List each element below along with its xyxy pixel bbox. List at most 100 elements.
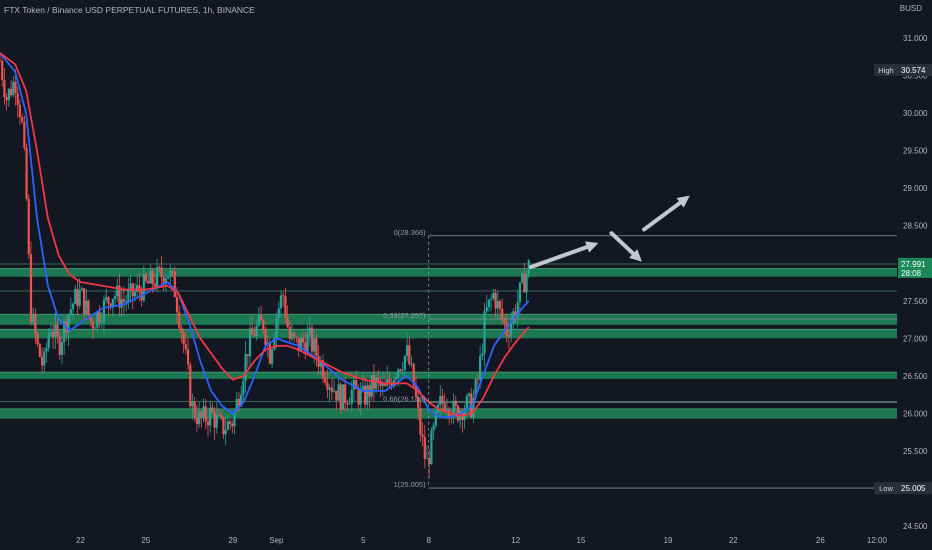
zone-band	[0, 314, 897, 325]
candle-body	[96, 311, 99, 328]
candle-body	[410, 363, 413, 365]
low-label: Low 25.005	[874, 482, 932, 495]
candle-body	[111, 298, 114, 308]
candle-body	[21, 117, 24, 122]
candle-body	[370, 375, 373, 397]
candle-body	[186, 349, 190, 365]
zone-band	[0, 372, 897, 379]
candle-body	[204, 406, 207, 422]
moving-averages	[0, 52, 530, 418]
candle-body	[494, 292, 497, 309]
candle-body	[47, 334, 50, 349]
fibonacci-retracement[interactable]: 0(28.366) 0.33(27.257) 0.66(26.148) 1(25.00…	[383, 228, 897, 489]
candle-body	[328, 387, 331, 390]
candle-body	[153, 283, 156, 287]
candle-body	[332, 390, 336, 392]
candle-body	[408, 345, 411, 365]
candle-body	[465, 396, 468, 410]
candle-body	[425, 458, 429, 460]
candle-body	[220, 414, 223, 418]
candle-body	[36, 333, 39, 344]
candle-body	[315, 338, 318, 356]
candle-body	[91, 321, 95, 329]
candle-body	[69, 309, 72, 315]
candle-body	[43, 351, 46, 366]
badge-caption: Low	[879, 484, 893, 493]
candle-body	[286, 317, 289, 327]
candle-body	[14, 81, 17, 93]
y-tick-label: 29.000	[903, 184, 928, 193]
candle-body	[359, 389, 362, 405]
currency-label: BUSD	[899, 4, 922, 13]
arrow-shaft	[609, 231, 636, 256]
candle-body	[445, 409, 449, 411]
candle-body	[94, 327, 97, 329]
candle-body	[89, 315, 92, 322]
candle-body	[85, 300, 88, 315]
candle-body	[405, 345, 409, 356]
arrow-shaft	[528, 244, 590, 269]
candle-body	[209, 407, 212, 426]
candle-body	[430, 430, 433, 465]
candle-body	[198, 411, 201, 425]
candle-body	[164, 278, 168, 285]
candle-body	[366, 385, 369, 405]
candle-body	[313, 338, 316, 352]
candle-body	[443, 403, 446, 411]
arrow-head	[585, 241, 599, 253]
candle-body	[441, 395, 444, 404]
candle-body	[206, 421, 210, 426]
candle-body	[479, 356, 482, 380]
y-tick-label: 27.500	[903, 297, 928, 306]
candle-body	[136, 285, 139, 292]
candle-body	[144, 274, 148, 281]
candle-body	[290, 333, 294, 339]
candle-body	[34, 313, 37, 334]
candle-body	[16, 92, 19, 105]
candle-body	[215, 414, 218, 428]
candle-body	[397, 369, 400, 378]
candle-body	[388, 379, 391, 383]
candle-body	[523, 273, 526, 293]
candle-body	[195, 417, 199, 425]
candle-body	[470, 393, 473, 418]
candle-body	[516, 302, 519, 318]
x-tick-label: 29	[228, 536, 237, 545]
candle-body	[71, 303, 75, 310]
fib-level-label: 0.33(27.257)	[383, 311, 426, 320]
x-tick-label: 25	[141, 536, 150, 545]
candle-body	[102, 299, 106, 322]
x-tick-label: 5	[361, 536, 366, 545]
candle-body	[244, 354, 247, 381]
candle-body	[125, 301, 128, 303]
candle-body	[155, 267, 159, 287]
x-tick-label: 22	[729, 536, 738, 545]
candle-body	[122, 299, 125, 302]
candle-body	[439, 395, 442, 405]
candle-body	[253, 334, 256, 337]
candle-body	[54, 324, 57, 338]
badge-caption: High	[878, 66, 893, 75]
candle-body	[222, 417, 225, 435]
candle-body	[467, 393, 471, 397]
candle-body	[381, 382, 384, 387]
candle-body	[399, 369, 402, 371]
projection-arrows[interactable]	[528, 195, 690, 269]
candle-body	[355, 380, 358, 390]
candle-body	[419, 408, 422, 435]
badge-countdown: 28:08	[901, 269, 922, 278]
candle-body	[173, 271, 176, 298]
candle-body	[501, 309, 504, 320]
candle-body	[233, 411, 236, 427]
candle-body	[481, 353, 484, 357]
candle-body	[158, 267, 161, 269]
candle-body	[149, 270, 152, 284]
candle-body	[56, 324, 59, 337]
candle-body	[454, 400, 457, 406]
candle-body	[490, 298, 493, 300]
y-tick-label: 29.500	[903, 147, 928, 156]
candle-body	[498, 301, 502, 310]
